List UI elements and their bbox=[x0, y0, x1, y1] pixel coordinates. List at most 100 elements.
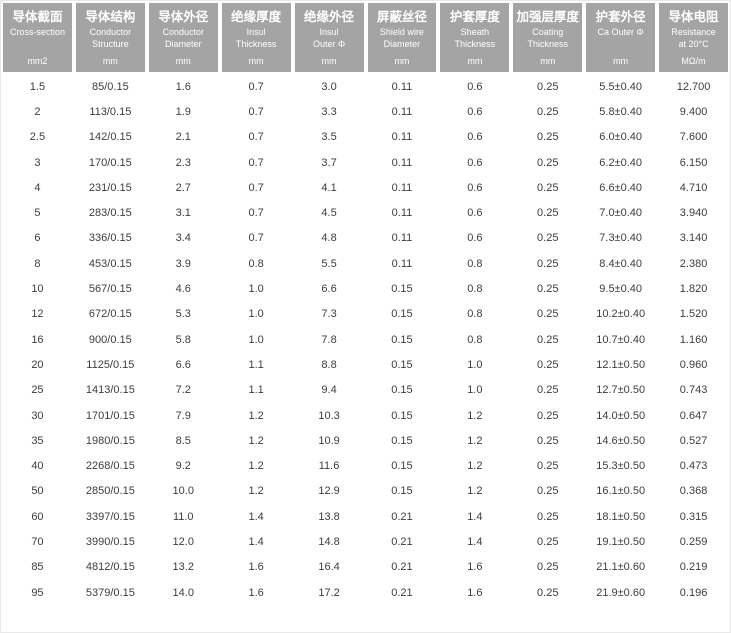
column-header-coating-thickness: 加强层厚度 Coating Thickness mm bbox=[513, 3, 583, 72]
cell-sheath-outer: 6.2±0.40 bbox=[599, 156, 643, 169]
cell-insul-thickness: 1.1 bbox=[248, 384, 264, 397]
column-title-en: Ca Outer Φ bbox=[597, 27, 644, 38]
table-row: 1.5 85/0.15 1.6 0.7 3.0 0.11 0.6 0.25 5.5±0.40 12… bbox=[3, 74, 728, 99]
column-header-insul-thickness: 绝缘厚度 Insul Thickness mm bbox=[221, 3, 291, 72]
cell-insul-outer: 7.8 bbox=[321, 333, 337, 346]
cell-sheath-outer: 5.8±0.40 bbox=[599, 105, 643, 118]
column-header-resistance: 导体电阻 Resistance at 20°C MΩ/m bbox=[659, 3, 728, 72]
cell-conductor-structure: 231/0.15 bbox=[88, 181, 132, 194]
table-row: 10 567/0.15 4.6 1.0 6.6 0.15 0.8 0.25 9.5±0.40 1.… bbox=[3, 276, 728, 301]
table-row: 16 900/0.15 5.8 1.0 7.8 0.15 0.8 0.25 10.7±0.40 1… bbox=[3, 327, 728, 352]
table-row: 50 2850/0.15 10.0 1.2 12.9 0.15 1.2 0.25 16.1±0.… bbox=[3, 479, 728, 504]
cell-insul-outer: 3.5 bbox=[321, 131, 337, 144]
cell-cross-section: 95 bbox=[31, 586, 44, 599]
cell-sheath-outer: 9.5±0.40 bbox=[599, 283, 643, 296]
cell-conductor-diameter: 2.1 bbox=[175, 131, 191, 144]
column-unit: mm bbox=[394, 56, 410, 66]
cell-sheath-outer: 15.3±0.50 bbox=[596, 460, 646, 473]
table-row: 4 231/0.15 2.7 0.7 4.1 0.11 0.6 0.25 6.6±0.40 4.7… bbox=[3, 175, 728, 200]
table-row: 3 170/0.15 2.3 0.7 3.7 0.11 0.6 0.25 6.2±0.40 6.1… bbox=[3, 150, 728, 175]
cell-shield-wire-diameter: 0.11 bbox=[391, 257, 413, 270]
cell-conductor-structure: 3397/0.15 bbox=[85, 510, 135, 523]
cell-coating-thickness: 0.25 bbox=[537, 535, 559, 548]
cell-insul-outer: 8.8 bbox=[321, 358, 337, 371]
cell-cross-section: 1.5 bbox=[29, 80, 46, 93]
table-row: 95 5379/0.15 14.0 1.6 17.2 0.21 1.6 0.25 21.9±0.… bbox=[3, 580, 728, 605]
cell-cross-section: 4 bbox=[34, 181, 41, 194]
column-header-sheath-thickness: 护套厚度 Sheath Thickness mm bbox=[440, 3, 510, 72]
cell-insul-thickness: 0.7 bbox=[248, 80, 264, 93]
column-title-zh: 导体电阻 bbox=[668, 10, 719, 24]
cell-sheath-outer: 6.0±0.40 bbox=[599, 131, 643, 144]
cell-sheath-outer: 14.0±0.50 bbox=[596, 409, 646, 422]
cell-conductor-structure: 900/0.15 bbox=[88, 333, 132, 346]
cell-insul-thickness: 0.8 bbox=[248, 257, 264, 270]
cell-insul-outer: 4.1 bbox=[321, 181, 337, 194]
cell-conductor-diameter: 3.4 bbox=[175, 232, 191, 245]
column-unit: MΩ/m bbox=[681, 56, 706, 66]
cell-cross-section: 16 bbox=[31, 333, 44, 346]
cell-coating-thickness: 0.25 bbox=[537, 434, 559, 447]
cell-coating-thickness: 0.25 bbox=[537, 232, 559, 245]
cell-resistance: 0.196 bbox=[679, 586, 708, 599]
cell-sheath-thickness: 1.4 bbox=[467, 510, 483, 523]
cell-resistance: 12.700 bbox=[676, 80, 711, 93]
cell-sheath-outer: 16.1±0.50 bbox=[596, 485, 646, 498]
cell-conductor-diameter: 6.6 bbox=[175, 358, 191, 371]
cell-sheath-thickness: 1.2 bbox=[467, 485, 483, 498]
cell-sheath-outer: 7.0±0.40 bbox=[599, 207, 643, 220]
cell-shield-wire-diameter: 0.21 bbox=[391, 510, 413, 523]
table-row: 85 4812/0.15 13.2 1.6 16.4 0.21 1.6 0.25 21.1±0.… bbox=[3, 555, 728, 580]
cell-shield-wire-diameter: 0.15 bbox=[391, 485, 413, 498]
cell-insul-thickness: 0.7 bbox=[248, 232, 264, 245]
cell-resistance: 0.473 bbox=[679, 460, 708, 473]
cell-coating-thickness: 0.25 bbox=[537, 257, 559, 270]
cell-shield-wire-diameter: 0.11 bbox=[391, 207, 413, 220]
cell-sheath-thickness: 1.2 bbox=[467, 409, 483, 422]
cell-sheath-outer: 5.5±0.40 bbox=[599, 80, 643, 93]
table-row: 2 113/0.15 1.9 0.7 3.3 0.11 0.6 0.25 5.8±0.40 9.4… bbox=[3, 99, 728, 124]
cell-shield-wire-diameter: 0.11 bbox=[391, 181, 413, 194]
column-unit: mm bbox=[540, 56, 556, 66]
column-title-zh: 绝缘外径 bbox=[304, 10, 355, 24]
column-header-sheath-outer: 护套外径 Ca Outer Φ mm bbox=[586, 3, 656, 72]
cell-coating-thickness: 0.25 bbox=[537, 207, 559, 220]
cell-sheath-thickness: 0.6 bbox=[467, 181, 483, 194]
cell-conductor-diameter: 13.2 bbox=[172, 561, 194, 574]
cell-resistance: 0.315 bbox=[679, 510, 708, 523]
cell-sheath-thickness: 1.4 bbox=[467, 535, 483, 548]
cell-insul-thickness: 1.2 bbox=[248, 485, 264, 498]
cell-cross-section: 10 bbox=[31, 283, 44, 296]
cell-conductor-diameter: 2.7 bbox=[175, 181, 191, 194]
cell-insul-outer: 7.3 bbox=[321, 308, 337, 321]
cell-resistance: 0.743 bbox=[679, 384, 708, 397]
cell-resistance: 3.940 bbox=[679, 207, 708, 220]
cell-shield-wire-diameter: 0.11 bbox=[391, 131, 413, 144]
cell-resistance: 0.527 bbox=[679, 434, 708, 447]
cell-coating-thickness: 0.25 bbox=[537, 80, 559, 93]
cell-coating-thickness: 0.25 bbox=[537, 485, 559, 498]
cell-sheath-thickness: 0.8 bbox=[467, 283, 483, 296]
cell-cross-section: 12 bbox=[31, 308, 44, 321]
cell-insul-thickness: 1.4 bbox=[248, 510, 264, 523]
cell-conductor-diameter: 5.3 bbox=[175, 308, 191, 321]
table-row: 70 3990/0.15 12.0 1.4 14.8 0.21 1.4 0.25 19.1±0.… bbox=[3, 529, 728, 554]
cell-shield-wire-diameter: 0.11 bbox=[391, 156, 413, 169]
cell-insul-thickness: 1.0 bbox=[248, 333, 264, 346]
cell-sheath-outer: 21.1±0.60 bbox=[596, 561, 646, 574]
cell-shield-wire-diameter: 0.21 bbox=[391, 561, 413, 574]
cell-resistance: 6.150 bbox=[679, 156, 708, 169]
cell-resistance: 0.960 bbox=[679, 358, 708, 371]
column-unit: mm bbox=[248, 56, 264, 66]
cell-insul-outer: 11.6 bbox=[318, 460, 340, 473]
cell-cross-section: 60 bbox=[31, 510, 44, 523]
cell-insul-outer: 4.5 bbox=[321, 207, 337, 220]
cell-conductor-structure: 142/0.15 bbox=[88, 131, 132, 144]
cell-resistance: 0.368 bbox=[679, 485, 708, 498]
cell-sheath-thickness: 1.2 bbox=[467, 460, 483, 473]
cell-conductor-structure: 672/0.15 bbox=[88, 308, 132, 321]
column-title-zh: 加强层厚度 bbox=[516, 10, 579, 24]
cell-conductor-structure: 113/0.15 bbox=[89, 105, 132, 118]
cell-insul-outer: 3.3 bbox=[321, 105, 337, 118]
